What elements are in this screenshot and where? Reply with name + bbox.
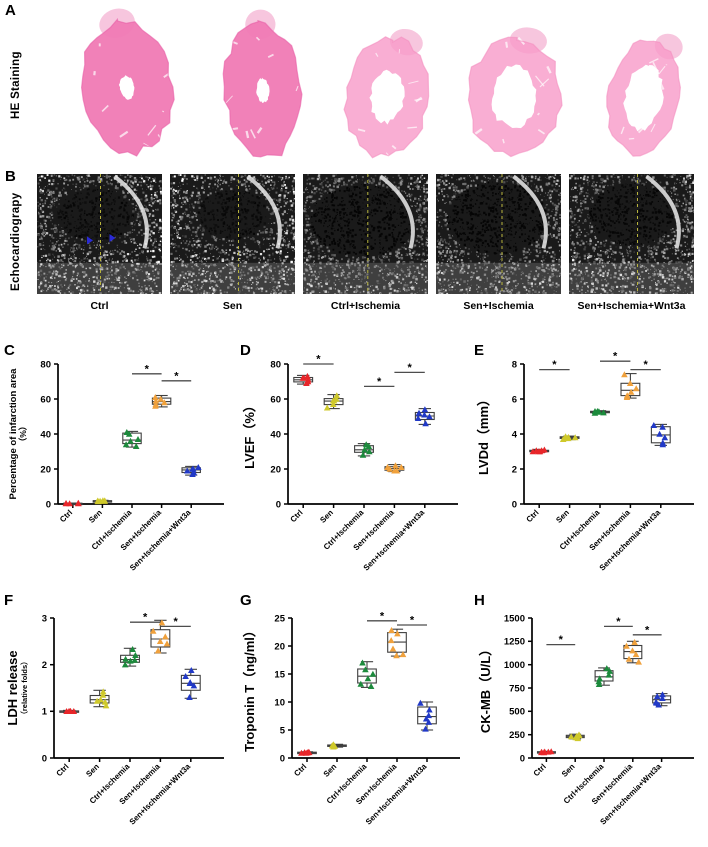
panel-a-he-staining: A HE Staining xyxy=(0,0,708,168)
panel-c-boxplot: C 0 20 40 60 80 Ctrl Sen Ctrl+Ischemia Sen+Ische… xyxy=(0,342,236,592)
echo-group-label-3: Sen+Ischemia xyxy=(463,300,534,312)
echo-image-sen-ischemia xyxy=(436,174,561,294)
panel-letter-h: H xyxy=(474,592,485,609)
panel-letter-f: F xyxy=(4,592,14,609)
echo-image-ctrl xyxy=(37,174,162,294)
echo-image-sen xyxy=(170,174,295,294)
panel-g-boxplot: G 0 5 10 15 20 25 Ctrl Sen Ctrl+Ischemia Sen+Isch… xyxy=(236,592,472,847)
panel-letter-a: A xyxy=(5,2,16,19)
panel-d-boxplot: D 0 20 40 60 80 Ctrl Sen Ctrl+Ischemia Sen+Ische… xyxy=(236,342,472,592)
panel-a-axis-label: HE Staining xyxy=(10,51,22,119)
panel-b-echocardiography: B Echocardiograpy Ctrl Sen Ctrl+Ischemia… xyxy=(0,168,708,340)
panel-b-axis-label: Echocardiograpy xyxy=(10,192,22,292)
panel-f-boxplot: F 0 1 2 3 Ctrl Sen Ctrl+Ischemia Sen+Ischemia Se… xyxy=(0,592,236,847)
he-section-ctrl-ischemia xyxy=(318,2,456,166)
echo-image-ctrl-ischemia xyxy=(303,174,428,294)
he-section-sen xyxy=(190,2,330,166)
echo-group-label-2: Ctrl+Ischemia xyxy=(330,300,401,312)
panel-letter-g: G xyxy=(240,592,252,609)
echo-group-label-0: Ctrl xyxy=(90,300,109,312)
panel-letter-b: B xyxy=(5,168,16,185)
panel-h-boxplot: H 0 250 500 750 1000 1250 1500 Ctrl Sen Ctrl+Isch… xyxy=(470,592,708,847)
he-section-ctrl xyxy=(52,2,202,166)
panel-letter-c: C xyxy=(4,342,15,359)
panel-letter-d: D xyxy=(240,342,251,359)
he-section-sen-ischemia-wnt3a xyxy=(578,2,704,166)
echo-group-label-4: Sen+Ischemia+Wnt3a xyxy=(577,300,686,312)
panel-letter-e: E xyxy=(474,342,485,359)
echo-image-sen-ischemia-wnt3a xyxy=(569,174,694,294)
echo-group-label-1: Sen xyxy=(222,300,243,312)
panel-e-boxplot: E 0 2 4 6 8 Ctrl Sen Ctrl+Ischemia Sen+Ischemia S… xyxy=(470,342,708,592)
he-section-sen-ischemia xyxy=(442,2,592,166)
